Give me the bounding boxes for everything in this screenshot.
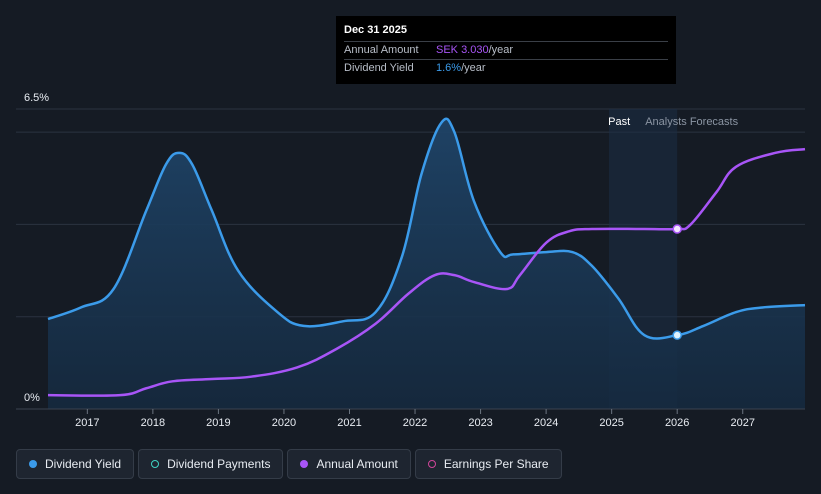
dividend-chart: 2017 2018 2019 2020 2021 2022 2023 2024 2025 2026… [16,92,806,429]
legend-item-dividend-payments[interactable]: Dividend Payments [138,449,284,479]
x-tick-label: 2022 [403,417,427,429]
tooltip-value: SEK 3.030 [436,44,489,56]
legend-dot-icon [29,460,37,468]
tooltip-date: Dec 31 2025 [344,24,407,36]
y-tick-label-top: 6.5% [24,92,49,104]
x-tick-label: 2017 [75,417,99,429]
x-tick-label: 2027 [730,417,754,429]
yield-area [48,118,805,409]
tooltip-unit: /year [461,62,486,74]
tooltip-label: Annual Amount [344,44,419,56]
tooltip-row-annual-amount: Annual Amount SEK 3.030/year [344,41,668,59]
tooltip: Dec 31 2025 Annual Amount SEK 3.030/year… [336,16,676,84]
tooltip-label: Dividend Yield [344,62,414,74]
legend-item-dividend-yield[interactable]: Dividend Yield [16,449,135,479]
tooltip-row-dividend-yield: Dividend Yield 1.6%/year [344,59,668,77]
dividend-yield-line [47,117,806,340]
x-tick-label: 2024 [534,417,558,429]
series-lines [47,117,806,397]
x-tick-label: 2023 [468,417,492,429]
annual-amount-line [47,147,806,397]
dividend-yield-area [48,118,805,409]
legend-label: Dividend Yield [45,457,122,471]
x-tick-label: 2021 [337,417,361,429]
legend-item-earnings-per-share[interactable]: Earnings Per Share [414,449,562,479]
x-axis: 2017 2018 2019 2020 2021 2022 2023 2024 2025 2026… [16,408,805,429]
x-tick-label: 2020 [272,417,296,429]
region-label-forecast: Analysts Forecasts [645,116,738,128]
annual-amount-marker [672,224,682,234]
x-tick-label: 2025 [599,417,623,429]
legend-item-annual-amount[interactable]: Annual Amount [287,449,411,479]
legend-dot-icon [300,460,309,468]
legend-label: Annual Amount [316,457,398,471]
tooltip-unit: /year [488,44,514,56]
legend-label: Dividend Payments [167,457,271,471]
x-tick-label: 2018 [141,417,165,429]
highlight-markers [672,224,682,340]
legend: Dividend Yield Dividend Payments Annual … [16,449,562,479]
legend-ring-icon [151,460,160,468]
x-tick-label: 2019 [206,417,230,429]
region-label-past: Past [608,116,630,128]
legend-ring-icon [427,460,436,468]
y-tick-label-bottom: 0% [24,392,40,404]
tooltip-value: 1.6% [436,62,462,74]
dividend-yield-marker [672,330,682,340]
x-tick-label: 2026 [665,417,689,429]
legend-label: Earnings Per Share [443,457,549,471]
